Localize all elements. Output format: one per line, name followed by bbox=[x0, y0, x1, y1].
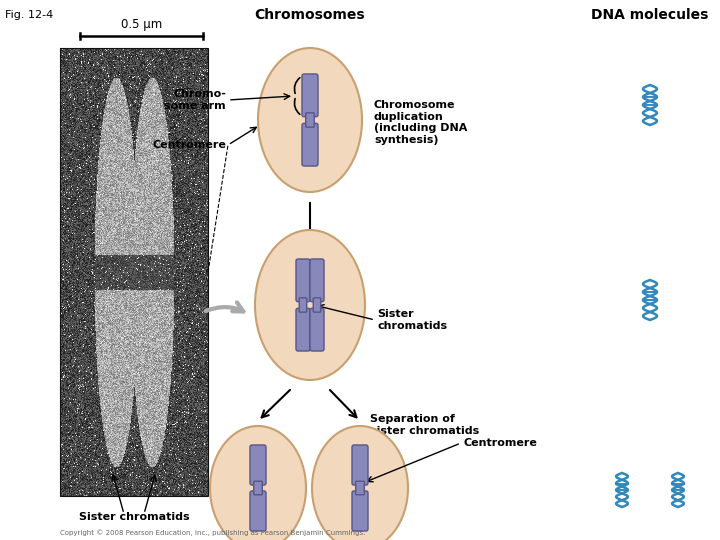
Bar bbox=[60, 48, 208, 496]
FancyBboxPatch shape bbox=[310, 259, 324, 302]
Text: Sister
chromatids: Sister chromatids bbox=[377, 309, 447, 331]
Ellipse shape bbox=[312, 426, 408, 540]
FancyBboxPatch shape bbox=[302, 123, 318, 166]
Text: Sister chromatids: Sister chromatids bbox=[78, 512, 189, 522]
Text: Centromere: Centromere bbox=[463, 438, 537, 448]
FancyBboxPatch shape bbox=[253, 481, 262, 495]
FancyBboxPatch shape bbox=[250, 445, 266, 485]
FancyBboxPatch shape bbox=[296, 259, 310, 302]
Ellipse shape bbox=[258, 48, 362, 192]
FancyArrowPatch shape bbox=[206, 302, 243, 312]
FancyBboxPatch shape bbox=[296, 308, 310, 351]
FancyBboxPatch shape bbox=[250, 491, 266, 531]
FancyBboxPatch shape bbox=[313, 298, 320, 312]
Ellipse shape bbox=[210, 426, 306, 540]
Text: Separation of
sister chromatids: Separation of sister chromatids bbox=[370, 414, 480, 436]
Text: Copyright © 2008 Pearson Education, Inc., publishing as Pearson Benjamin Cumming: Copyright © 2008 Pearson Education, Inc.… bbox=[60, 529, 365, 536]
FancyBboxPatch shape bbox=[352, 491, 368, 531]
Bar bbox=[60, 48, 208, 496]
FancyBboxPatch shape bbox=[300, 298, 307, 312]
FancyBboxPatch shape bbox=[310, 308, 324, 351]
Text: Fig. 12-4: Fig. 12-4 bbox=[5, 10, 53, 20]
Ellipse shape bbox=[255, 230, 365, 380]
FancyBboxPatch shape bbox=[306, 113, 315, 127]
FancyBboxPatch shape bbox=[356, 481, 364, 495]
Text: Chromo-
some arm: Chromo- some arm bbox=[164, 89, 226, 111]
Text: Centromere: Centromere bbox=[152, 140, 226, 150]
Text: DNA molecules: DNA molecules bbox=[591, 8, 708, 22]
FancyBboxPatch shape bbox=[302, 74, 318, 117]
FancyBboxPatch shape bbox=[352, 445, 368, 485]
Text: Chromosomes: Chromosomes bbox=[255, 8, 365, 22]
Text: Chromosome
duplication
(including DNA
synthesis): Chromosome duplication (including DNA sy… bbox=[374, 100, 467, 145]
Text: 0.5 µm: 0.5 µm bbox=[121, 18, 162, 31]
